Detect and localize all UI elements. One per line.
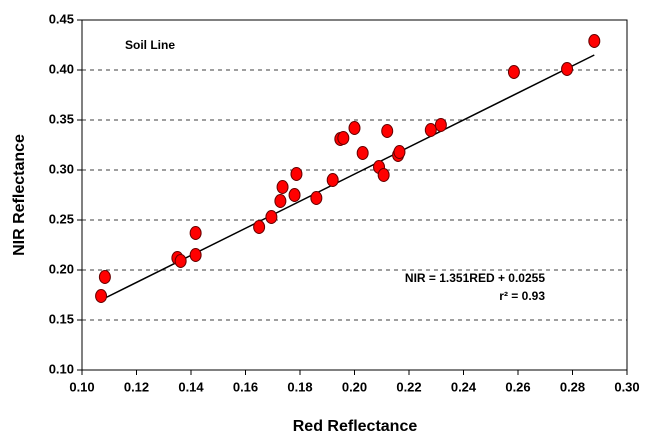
x-tick-label: 0.28 — [560, 379, 585, 394]
point — [310, 191, 323, 205]
x-tick-label: 0.12 — [124, 379, 149, 394]
point — [588, 34, 601, 48]
r-squared: r² = 0.93 — [499, 289, 545, 303]
x-tick-label: 0.22 — [396, 379, 421, 394]
chart-title: Soil Line — [125, 38, 175, 52]
x-tick-label: 0.14 — [178, 379, 204, 394]
point — [95, 289, 108, 303]
point — [434, 118, 447, 132]
point — [98, 270, 111, 284]
point — [174, 254, 187, 268]
x-tick-label: 0.16 — [233, 379, 258, 394]
point — [393, 145, 406, 159]
point — [337, 131, 350, 145]
point — [424, 123, 437, 137]
y-axis-title: NIR Reflectance — [11, 134, 28, 256]
x-tick-label: 0.10 — [69, 379, 94, 394]
point — [189, 226, 202, 240]
x-tick-label: 0.20 — [342, 379, 367, 394]
point — [189, 248, 202, 262]
x-tick-label: 0.30 — [614, 379, 639, 394]
x-axis-title: Red Reflectance — [293, 418, 418, 435]
point — [265, 210, 278, 224]
y-tick-label: 0.10 — [49, 361, 74, 376]
x-tick-label: 0.24 — [451, 379, 477, 394]
y-tick-label: 0.30 — [49, 161, 74, 176]
y-tick-label: 0.40 — [49, 61, 74, 76]
y-tick-label: 0.15 — [49, 311, 74, 326]
point — [276, 180, 289, 194]
y-tick-label: 0.35 — [49, 111, 74, 126]
y-tick-label: 0.45 — [49, 11, 74, 26]
point — [348, 121, 361, 135]
point — [274, 194, 287, 208]
point — [288, 188, 301, 202]
point — [290, 167, 303, 181]
x-tick-label: 0.26 — [505, 379, 530, 394]
y-tick-label: 0.25 — [49, 211, 74, 226]
equation: NIR = 1.351RED + 0.0255 — [405, 271, 545, 285]
point — [377, 168, 390, 182]
point — [561, 62, 574, 76]
y-tick-label: 0.20 — [49, 261, 74, 276]
point — [253, 220, 266, 234]
point — [326, 173, 339, 187]
plot-frame — [81, 19, 628, 371]
point — [381, 124, 394, 138]
point — [356, 146, 369, 160]
point — [507, 65, 520, 79]
x-tick-label: 0.18 — [287, 379, 312, 394]
